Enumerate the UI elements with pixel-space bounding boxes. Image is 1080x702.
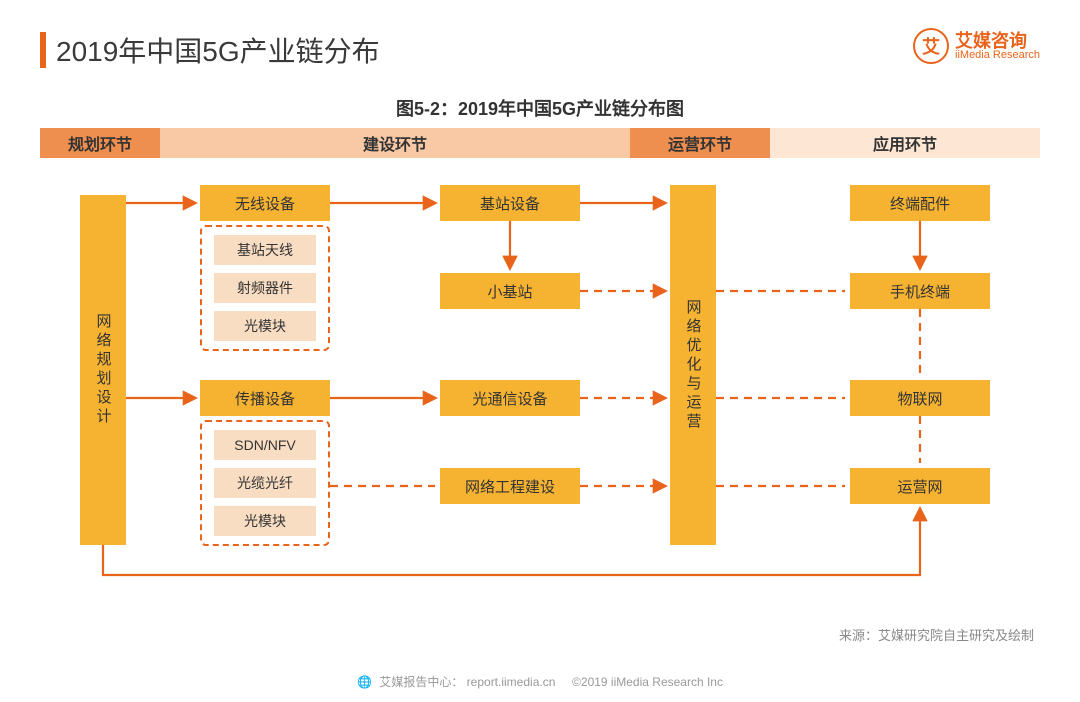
node-small_cell: 小基站 <box>440 273 580 309</box>
figure-caption: 图5-2：2019年中国5G产业链分布图 <box>0 95 1080 121</box>
title-accent <box>40 32 46 68</box>
brand-logo: 艾 艾媒咨询 iiMedia Research <box>913 28 1040 64</box>
node-wireless: 无线设备 <box>200 185 330 221</box>
node-opt_module1: 光模块 <box>214 311 316 341</box>
flow-diagram: 网络规划设计无线设备传播设备基站天线射频器件光模块SDN/NFV光缆光纤光模块基… <box>40 165 1040 625</box>
node-fiber: 光缆光纤 <box>214 468 316 498</box>
node-opt_module2: 光模块 <box>214 506 316 536</box>
node-rf: 射频器件 <box>214 273 316 303</box>
stage-cell: 运营环节 <box>630 128 770 158</box>
logo-text-en: iiMedia Research <box>955 50 1040 61</box>
node-bs_antenna: 基站天线 <box>214 235 316 265</box>
source-note: 来源：艾媒研究院自主研究及绘制 <box>839 625 1034 644</box>
node-phone: 手机终端 <box>850 273 990 309</box>
node-sdn: SDN/NFV <box>214 430 316 460</box>
stage-cell: 建设环节 <box>160 128 630 158</box>
node-net_construction: 网络工程建设 <box>440 468 580 504</box>
node-accessory: 终端配件 <box>850 185 990 221</box>
stage-strip: 规划环节建设环节运营环节应用环节 <box>40 128 1040 158</box>
logo-mark-icon: 艾 <box>913 28 949 64</box>
node-operation: 网络优化与运营 <box>670 185 716 545</box>
footer-label: 艾媒报告中心： <box>379 675 463 689</box>
node-base_station: 基站设备 <box>440 185 580 221</box>
stage-cell: 规划环节 <box>40 128 160 158</box>
logo-text-cn: 艾媒咨询 <box>955 32 1040 50</box>
stage-cell: 应用环节 <box>770 128 1040 158</box>
page-title: 2019年中国5G产业链分布 <box>56 30 380 70</box>
footer-copyright: ©2019 iiMedia Research Inc <box>572 675 723 689</box>
node-planning: 网络规划设计 <box>80 195 126 545</box>
title-bar: 2019年中国5G产业链分布 <box>40 30 380 70</box>
node-optical_comm: 光通信设备 <box>440 380 580 416</box>
node-transmission: 传播设备 <box>200 380 330 416</box>
node-carrier_net: 运营网 <box>850 468 990 504</box>
globe-icon: 🌐 <box>357 675 372 689</box>
footer-url: report.iimedia.cn <box>467 675 556 689</box>
footer: 🌐 艾媒报告中心： report.iimedia.cn ©2019 iiMedi… <box>0 673 1080 690</box>
node-iot: 物联网 <box>850 380 990 416</box>
